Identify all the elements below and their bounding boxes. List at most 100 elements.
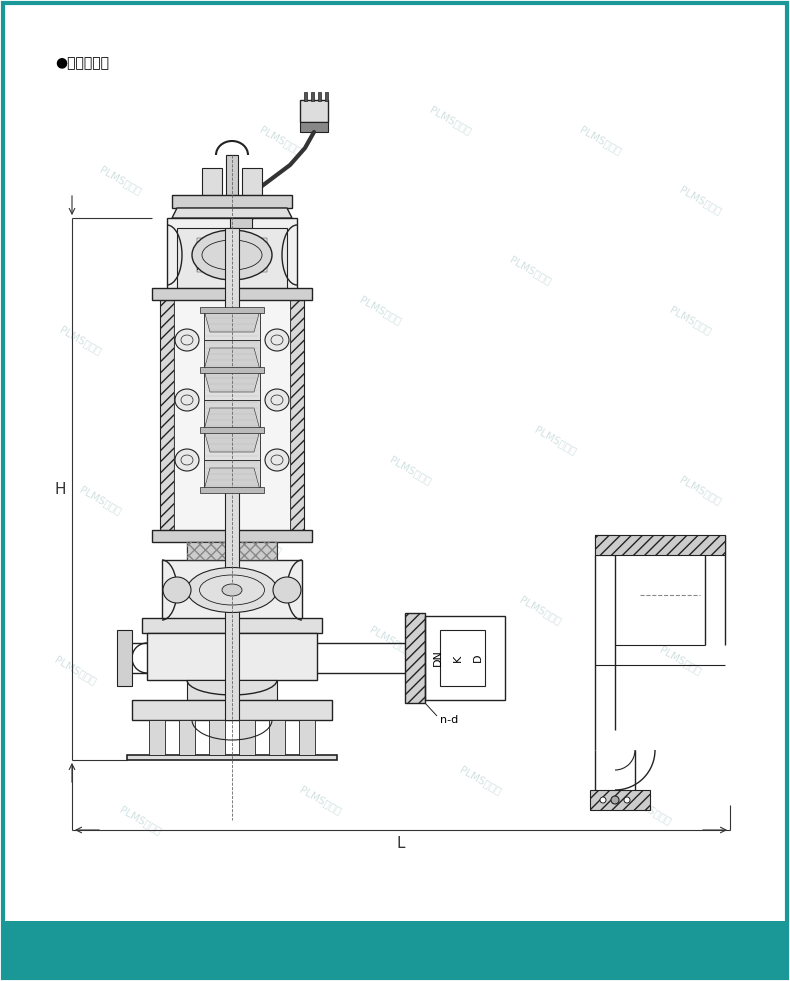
- Text: PLMS旗舰店: PLMS旗舰店: [427, 104, 472, 136]
- Polygon shape: [204, 310, 260, 332]
- Text: PLMS旗舰店: PLMS旗舰店: [238, 524, 283, 556]
- Text: PLMS旗舰店: PLMS旗舰店: [258, 125, 303, 156]
- Polygon shape: [174, 300, 290, 530]
- Text: PLMS旗舰店: PLMS旗舰店: [58, 324, 103, 356]
- Polygon shape: [204, 460, 260, 490]
- Polygon shape: [239, 720, 255, 755]
- Polygon shape: [300, 100, 328, 122]
- Text: PLMS旗舰店: PLMS旗舰店: [678, 184, 723, 216]
- Ellipse shape: [265, 329, 289, 351]
- Ellipse shape: [175, 449, 199, 471]
- FancyBboxPatch shape: [3, 3, 787, 978]
- Ellipse shape: [222, 584, 242, 596]
- Text: K: K: [453, 654, 463, 661]
- Polygon shape: [310, 92, 314, 101]
- Polygon shape: [204, 340, 260, 370]
- Polygon shape: [230, 218, 252, 238]
- Polygon shape: [318, 92, 321, 101]
- Polygon shape: [204, 348, 260, 370]
- Polygon shape: [242, 168, 262, 195]
- Polygon shape: [147, 633, 317, 680]
- Polygon shape: [204, 370, 260, 392]
- Polygon shape: [204, 468, 260, 490]
- Polygon shape: [152, 530, 312, 542]
- Polygon shape: [290, 300, 304, 530]
- Polygon shape: [200, 367, 264, 373]
- Polygon shape: [200, 307, 264, 313]
- Text: PLMS旗舰店: PLMS旗舰店: [657, 645, 702, 676]
- Polygon shape: [187, 542, 277, 560]
- Polygon shape: [172, 208, 292, 218]
- Polygon shape: [202, 168, 222, 195]
- Circle shape: [624, 797, 630, 803]
- Polygon shape: [595, 535, 725, 555]
- Polygon shape: [200, 487, 264, 493]
- Polygon shape: [132, 700, 332, 720]
- Text: PLMS旗舰店: PLMS旗舰店: [532, 424, 577, 456]
- Polygon shape: [269, 720, 285, 755]
- Polygon shape: [204, 400, 260, 430]
- Polygon shape: [127, 755, 337, 760]
- Text: PLMS旗舰店: PLMS旗舰店: [517, 594, 562, 626]
- Polygon shape: [325, 92, 328, 101]
- Text: PLMS旗舰店: PLMS旗舰店: [627, 794, 672, 826]
- Circle shape: [600, 797, 606, 803]
- Text: n-d: n-d: [440, 715, 458, 725]
- Polygon shape: [167, 218, 297, 290]
- Text: D: D: [473, 653, 483, 662]
- Ellipse shape: [265, 449, 289, 471]
- Text: 接口尺寸: 接口尺寸: [374, 23, 416, 41]
- Text: PLMS旗舰店: PLMS旗舰店: [507, 254, 552, 285]
- Polygon shape: [152, 288, 312, 300]
- Text: PLMS旗舰店: PLMS旗舰店: [77, 484, 122, 516]
- Ellipse shape: [273, 577, 301, 603]
- Text: PLMS旗舰店: PLMS旗舰店: [367, 624, 412, 656]
- Text: PLMS旗舰店: PLMS旗舰店: [357, 294, 403, 326]
- Bar: [425, 616, 505, 700]
- Polygon shape: [590, 790, 650, 810]
- Polygon shape: [177, 228, 287, 288]
- Polygon shape: [204, 430, 260, 452]
- Polygon shape: [160, 300, 174, 530]
- Polygon shape: [595, 535, 615, 555]
- Text: PLMS旗舰店: PLMS旗舰店: [198, 684, 243, 716]
- Polygon shape: [209, 720, 225, 755]
- Polygon shape: [405, 613, 425, 703]
- Text: PLMS旗舰店: PLMS旗舰店: [52, 654, 97, 686]
- Text: ●安装尺寸图: ●安装尺寸图: [55, 56, 109, 70]
- Ellipse shape: [175, 389, 199, 411]
- Polygon shape: [200, 427, 264, 433]
- Text: PLMS旗舰店: PLMS旗舰店: [577, 125, 623, 156]
- Polygon shape: [204, 310, 260, 340]
- Text: PLMS旗舰店: PLMS旗舰店: [97, 164, 142, 196]
- Text: PLMS旗舰店: PLMS旗舰店: [298, 784, 343, 816]
- Text: PLMS旗舰店: PLMS旗舰店: [198, 364, 243, 396]
- Polygon shape: [303, 92, 307, 101]
- Text: PLMS旗舰店: PLMS旗舰店: [678, 474, 723, 506]
- Polygon shape: [226, 155, 238, 195]
- Polygon shape: [162, 560, 302, 620]
- Ellipse shape: [187, 567, 277, 612]
- Polygon shape: [227, 155, 237, 173]
- Polygon shape: [172, 195, 292, 208]
- Polygon shape: [300, 122, 328, 132]
- Text: PLMS旗舰店: PLMS旗舰店: [457, 764, 502, 796]
- Polygon shape: [142, 618, 322, 633]
- Circle shape: [611, 796, 619, 804]
- Polygon shape: [204, 370, 260, 400]
- Polygon shape: [299, 720, 315, 755]
- Polygon shape: [149, 720, 165, 755]
- Text: PLMS旗舰店: PLMS旗舰店: [668, 304, 713, 336]
- Text: H: H: [55, 482, 66, 496]
- Text: L: L: [397, 837, 405, 852]
- Polygon shape: [204, 430, 260, 460]
- Text: PLMS旗舰店: PLMS旗舰店: [387, 454, 433, 486]
- Polygon shape: [225, 228, 239, 720]
- Ellipse shape: [265, 389, 289, 411]
- Ellipse shape: [175, 329, 199, 351]
- Polygon shape: [204, 408, 260, 430]
- Ellipse shape: [163, 577, 191, 603]
- Bar: [440, 630, 485, 686]
- Text: DN: DN: [433, 649, 443, 666]
- Polygon shape: [117, 630, 132, 686]
